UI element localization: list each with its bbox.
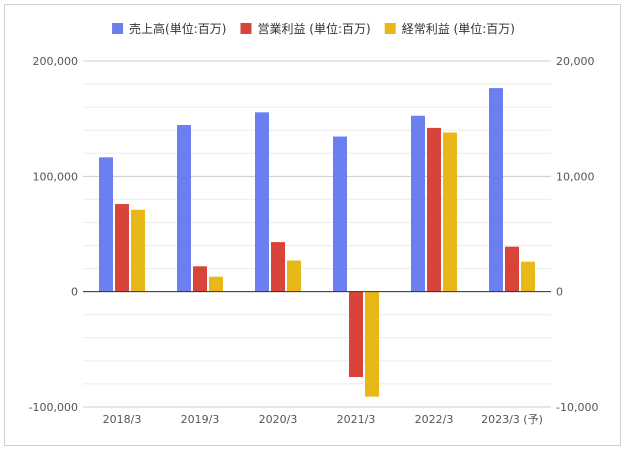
x-tick-label: 2022/3: [415, 413, 454, 426]
right-axis-ticks: 20,000 10,000 0 -10,000: [556, 55, 598, 414]
x-tick-label: 2018/3: [103, 413, 142, 426]
bar-series-1-cat-5: [505, 246, 519, 292]
bar-series-2-cat-5: [521, 261, 535, 292]
bar-series-2-cat-3: [365, 291, 379, 397]
right-tick-label: 0: [556, 286, 563, 299]
legend-label: 売上高(単位:百万): [129, 21, 226, 36]
legend-swatch: [112, 23, 124, 34]
bar-series-2-cat-1: [209, 276, 223, 292]
bar-series-2-cat-0: [131, 209, 145, 292]
right-tick-label: 20,000: [556, 55, 595, 68]
bar-series-1-cat-3: [349, 291, 363, 378]
bar-series-2-cat-4: [443, 132, 457, 292]
right-tick-label: -10,000: [556, 401, 598, 414]
left-tick-label: 100,000: [33, 170, 79, 183]
x-tick-label: 2020/3: [259, 413, 298, 426]
bar-series-2-cat-2: [287, 260, 301, 292]
bar-series-0-cat-4: [411, 115, 425, 292]
bar-series-1-cat-0: [115, 204, 129, 292]
legend: 売上高(単位:百万) 営業利益 (単位:百万) 経常利益 (単位:百万): [112, 21, 515, 36]
legend-label: 経常利益 (単位:百万): [402, 21, 515, 36]
left-tick-label: 0: [71, 286, 78, 299]
right-tick-label: 10,000: [556, 170, 595, 183]
bar-series-1-cat-4: [427, 127, 441, 292]
legend-label: 営業利益 (単位:百万): [257, 21, 370, 36]
bars: [99, 88, 535, 397]
left-axis-ticks: 200,000 100,000 0 -100,000: [29, 55, 78, 414]
gridlines: [83, 60, 551, 408]
x-tick-label: 2023/3 (予): [481, 413, 543, 426]
bar-series-1-cat-1: [193, 266, 207, 292]
bar-series-0-cat-0: [99, 157, 113, 292]
x-axis-ticks: 2018/3 2019/3 2020/3 2021/3 2022/3 2023/…: [103, 413, 543, 426]
bar-series-0-cat-2: [255, 112, 269, 292]
x-tick-label: 2021/3: [337, 413, 376, 426]
bar-series-0-cat-1: [177, 125, 191, 292]
legend-swatch: [240, 23, 252, 34]
bar-series-1-cat-2: [271, 242, 285, 292]
x-tick-label: 2019/3: [181, 413, 220, 426]
bar-series-0-cat-3: [333, 136, 347, 292]
left-tick-label: -100,000: [29, 401, 78, 414]
left-tick-label: 200,000: [33, 55, 79, 68]
legend-swatch: [384, 23, 396, 34]
bar-series-0-cat-5: [489, 88, 503, 292]
